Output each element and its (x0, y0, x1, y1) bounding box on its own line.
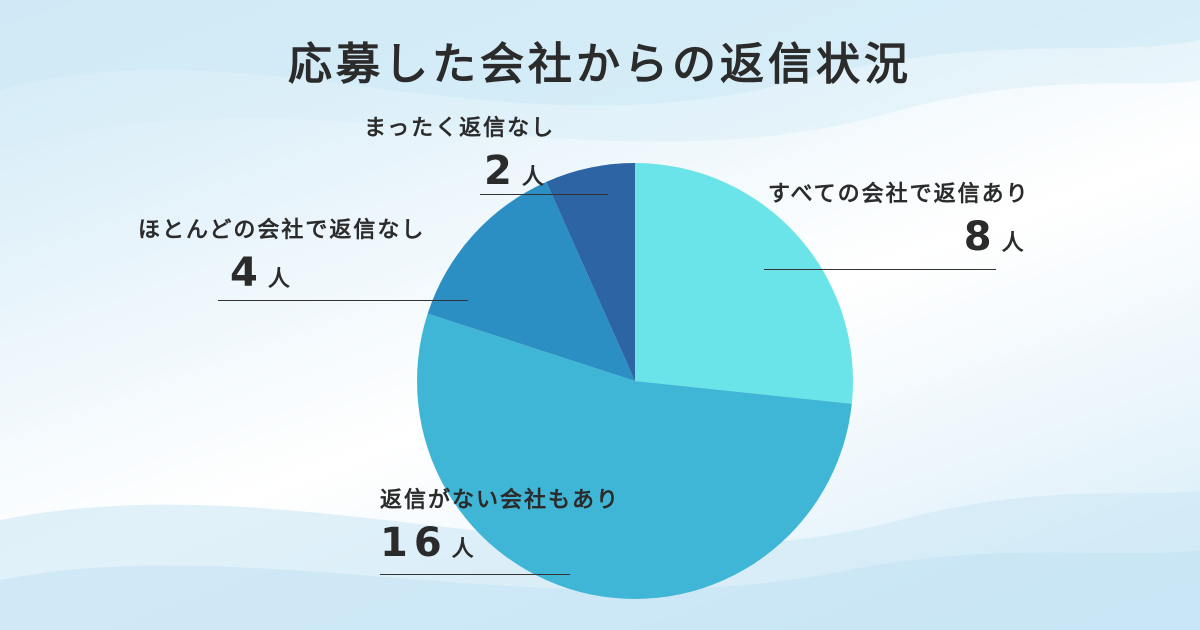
leader-line-some-no-reply (380, 574, 570, 575)
slice-value: 16 (380, 520, 448, 566)
leader-line-mostly-no-reply (218, 300, 468, 301)
pie-slice-1 (416, 313, 852, 600)
slice-label-some-no-reply: 返信がない会社もあり 16 人 (380, 482, 620, 566)
slice-category: すべての会社で返信あり (768, 182, 1030, 207)
slice-value: 2 (484, 148, 518, 194)
pie-slice-3 (546, 163, 635, 381)
pie-slice-2 (427, 181, 635, 381)
leader-line-all-replied (764, 269, 996, 270)
pie-slice-0 (635, 163, 853, 404)
slice-unit: 人 (451, 537, 480, 562)
slice-unit: 人 (521, 165, 550, 190)
slice-unit: 人 (1001, 231, 1030, 256)
slice-category: ほとんどの会社で返信なし (138, 218, 426, 243)
chart-title: 応募した会社からの返信状況 (288, 39, 912, 90)
slice-unit: 人 (267, 267, 296, 292)
leader-line-no-reply (480, 194, 608, 195)
slice-value: 8 (963, 214, 998, 260)
slice-category: まったく返信なし (364, 116, 556, 141)
slice-category: 返信がない会社もあり (380, 488, 621, 513)
slice-value: 4 (230, 250, 264, 296)
